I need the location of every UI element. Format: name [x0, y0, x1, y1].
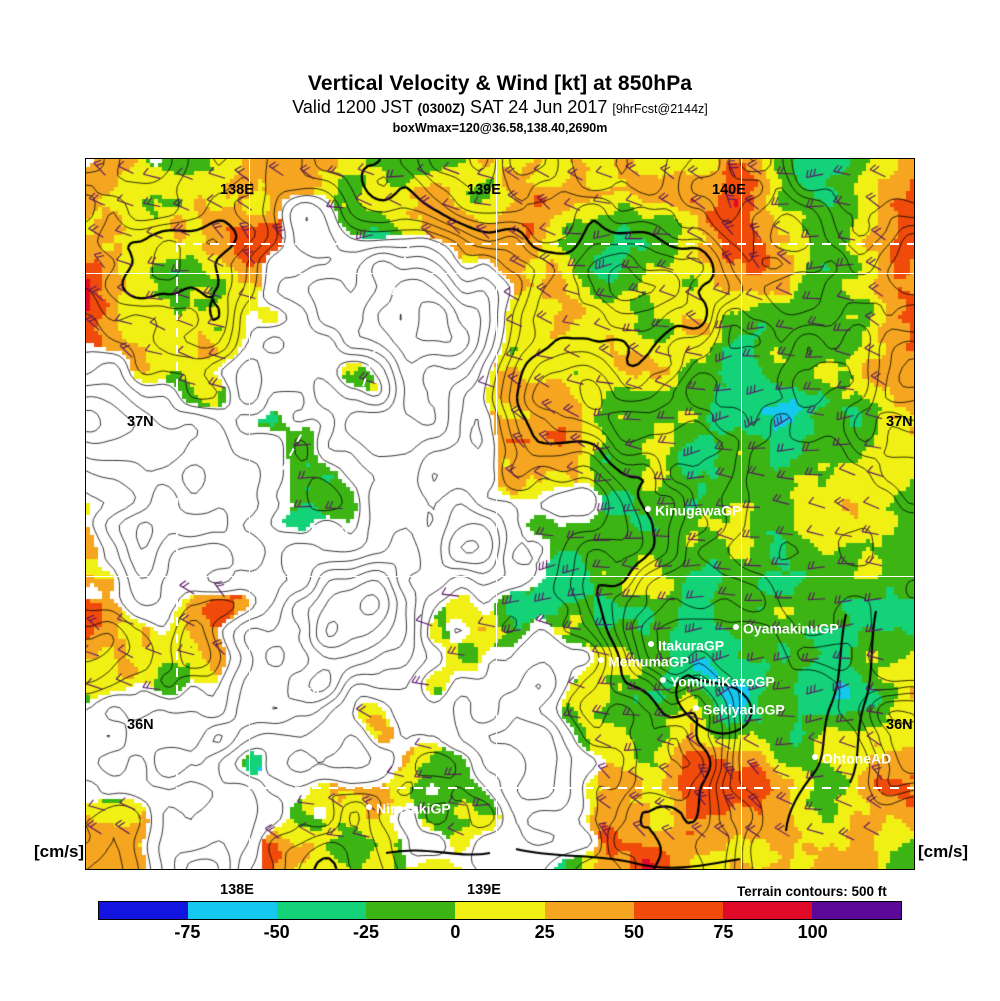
- colorbar-tick-75: 75: [713, 922, 734, 942]
- station-YomiuriKazoGP[interactable]: YomiuriKazoGP: [660, 672, 775, 689]
- station-label-text: FujigawaGP: [406, 985, 487, 1001]
- station-marker-dot: [312, 525, 318, 532]
- colorbar-segment-1: [188, 902, 278, 919]
- colorbar-segment-8: [811, 902, 901, 919]
- axis-label-bottom-138E: 138E: [220, 882, 254, 898]
- station-marker-dot: [366, 804, 372, 811]
- station-KinugawaGP[interactable]: KinugawaGP: [645, 501, 741, 518]
- terrain-contour-note: Terrain contours: 500 ft: [737, 884, 887, 899]
- station-OhtoneAD[interactable]: OhtoneAD: [812, 749, 891, 766]
- unit-label-right: [cm/s]: [918, 842, 969, 861]
- colorbar-tick--75: -75: [174, 922, 201, 942]
- weather-field-canvas: [86, 159, 914, 869]
- station-Nag[interactable]: Nag: [312, 520, 348, 537]
- colorbar-segment-3: [366, 902, 456, 919]
- colorbar-tick-25: 25: [534, 922, 555, 942]
- colorbar-segment-4: [455, 902, 545, 919]
- title-block: Vertical Velocity & Wind [kt] at 850hPa …: [0, 72, 1000, 136]
- axis-label-right-37N: 37N: [886, 414, 913, 430]
- station-OyamakinuGP[interactable]: OyamakinuGP: [733, 619, 839, 636]
- station-label-text: NirasakiGP: [376, 800, 451, 817]
- colorbar-tick-100: 100: [797, 922, 828, 942]
- dashed-box-left: [176, 243, 178, 789]
- axis-label-left-36N: 36N: [127, 717, 154, 733]
- station-label-text: MemumaGP: [608, 653, 689, 670]
- station-SekiyadoGP[interactable]: SekiyadoGP: [693, 700, 785, 717]
- station-marker-dot: [645, 506, 651, 513]
- colorbar-segment-2: [277, 902, 367, 919]
- dashed-box-top: [176, 243, 914, 245]
- station-marker-dot: [660, 677, 666, 684]
- station-marker-dot: [812, 754, 818, 761]
- valid-time-line: Valid 1200 JST (0300Z) SAT 24 Jun 2017 […: [0, 96, 1000, 120]
- station-label-text: Nag: [322, 521, 349, 538]
- axis-label-right-36N: 36N: [886, 717, 913, 733]
- colorbar-segment-5: [544, 902, 634, 919]
- valid-z: (0300Z): [417, 101, 465, 116]
- graticule-lon-140E: [741, 159, 742, 869]
- station-marker-dot: [648, 641, 654, 648]
- graticule-lon-138E: [249, 159, 250, 869]
- forecast-tag: [9hrFcst@2144z]: [612, 102, 708, 116]
- station-MemumaGP[interactable]: MemumaGP: [598, 652, 689, 669]
- axis-label-top-138E: 138E: [220, 182, 254, 198]
- colorbar-segment-6: [633, 902, 723, 919]
- station-NirasakiGP[interactable]: NirasakiGP: [366, 799, 451, 816]
- station-label-text: KinugawaGP: [655, 502, 742, 519]
- valid-date: SAT 24 Jun 2017: [464, 97, 613, 117]
- axis-label-top-140E: 140E: [712, 182, 746, 198]
- colorbar-tick-50: 50: [623, 922, 645, 942]
- station-marker-dot: [733, 624, 739, 631]
- colorbar-tick-0: 0: [450, 922, 461, 942]
- graticule-lat-36N: [86, 576, 914, 577]
- graticule-lat-37N: [86, 273, 914, 274]
- station-ItakuraGP[interactable]: ItakuraGP: [648, 636, 724, 653]
- axis-label-bottom-139E: 139E: [467, 882, 501, 898]
- station-label-text: OhtoneAD: [822, 750, 892, 767]
- station-label-text: ItakuraGP: [658, 637, 725, 654]
- station-label-text: YomiuriKazoGP: [670, 673, 775, 690]
- station-marker-dot: [693, 705, 699, 712]
- station-label-text: SekiyadoGP: [703, 701, 785, 718]
- page-title: Vertical Velocity & Wind [kt] at 850hPa: [307, 72, 693, 95]
- station-marker-dot: [292, 688, 298, 695]
- dashed-box-bottom: [176, 787, 914, 789]
- unit-label-left: [cm/s]: [34, 842, 85, 861]
- colorbar-tick-labels: -75 -50 -25 0 25 50 75 100: [98, 922, 902, 946]
- station-Ka[interactable]: Ka: [292, 683, 320, 700]
- station-label-text: OyamakinuGP: [743, 620, 839, 637]
- colorbar-segment-7: [722, 902, 812, 919]
- axis-label-left-37N: 37N: [127, 414, 154, 430]
- station-FujigawaGP[interactable]: FujigawaGP: [396, 984, 486, 1001]
- colorbar[interactable]: [98, 901, 902, 920]
- colorbar-tick--50: -50: [263, 922, 290, 942]
- station-label-text: Ka: [302, 684, 320, 701]
- colorbar-tick--25: -25: [352, 922, 380, 942]
- valid-prefix: Valid 1200 JST: [292, 97, 418, 117]
- graticule-lon-139E: [496, 159, 497, 869]
- axis-label-top-139E: 139E: [467, 182, 501, 198]
- station-marker-dot: [396, 989, 402, 996]
- station-marker-dot: [598, 657, 604, 664]
- colorbar-segment-0: [99, 902, 189, 919]
- boxwmax-annotation: boxWmax=120@36.58,138.40,2690m: [392, 121, 608, 135]
- map-panel[interactable]: [85, 158, 915, 870]
